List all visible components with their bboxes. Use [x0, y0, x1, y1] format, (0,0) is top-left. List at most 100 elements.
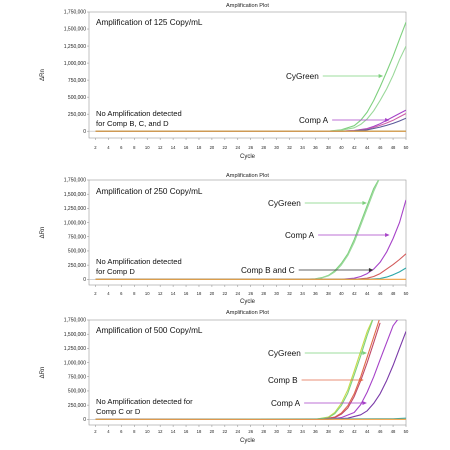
x-tick-label: 12	[158, 429, 163, 434]
y-tick-label: 1,500,000	[64, 192, 86, 198]
x-tick-label: 40	[339, 291, 344, 296]
y-tick-label: 750,000	[68, 374, 86, 380]
plot-area	[88, 11, 407, 139]
x-tick-label: 12	[158, 291, 163, 296]
y-tick-label: 250,000	[68, 403, 86, 409]
x-tick-label: 4	[107, 429, 110, 434]
y-tick-label: 500,000	[68, 95, 86, 101]
x-axis-label: Cycle	[240, 438, 256, 444]
x-tick-label: 14	[171, 291, 176, 296]
y-tick-label: 1,250,000	[64, 44, 86, 50]
x-tick-label: 28	[261, 145, 266, 150]
y-axis-label: ΔRn	[40, 367, 46, 379]
y-tick-label: 1,750,000	[64, 318, 86, 324]
no-amplification-note: Comp C or D	[96, 407, 141, 416]
x-tick-label: 22	[223, 291, 228, 296]
amplification-panel-1: Amplification Plot 0 250,000 500,000 750,000…	[40, 3, 409, 160]
x-tick-label: 48	[391, 429, 396, 434]
amplification-curve	[95, 45, 406, 132]
x-tick-label: 24	[235, 291, 240, 296]
no-amplification-note: No Amplification detected for	[96, 397, 193, 406]
y-tick-label: 1,250,000	[64, 206, 86, 212]
x-tick-label: 34	[300, 429, 305, 434]
curves	[95, 320, 406, 420]
y-tick-label: 1,250,000	[64, 346, 86, 352]
x-tick-label: 46	[378, 145, 383, 150]
x-tick-label: 46	[378, 429, 383, 434]
no-amplification-note: for Comp D	[96, 267, 135, 276]
series-label: Comp A	[285, 231, 315, 240]
x-tick-label: 2	[94, 291, 97, 296]
x-tick-label: 40	[339, 145, 344, 150]
y-tick-label: 1,000,000	[64, 61, 86, 67]
plot-title: Amplification Plot	[226, 310, 269, 316]
no-amplification-note: No Amplification detected	[96, 257, 182, 266]
y-tick-label: 1,500,000	[64, 332, 86, 338]
x-tick-label: 30	[274, 291, 279, 296]
plot-title: Amplification Plot	[226, 3, 269, 9]
x-tick-label: 26	[248, 429, 253, 434]
x-tick-label: 44	[365, 145, 370, 150]
x-tick-label: 46	[378, 291, 383, 296]
series-label: Comp B and C	[241, 266, 295, 275]
y-tick-label: 1,500,000	[64, 27, 86, 33]
x-tick-label: 48	[391, 145, 396, 150]
label-arrow-head	[362, 351, 367, 355]
x-tick-label: 4	[107, 145, 110, 150]
x-tick-label: 38	[326, 291, 331, 296]
x-tick-label: 16	[184, 291, 189, 296]
no-amplification-note: for Comp B, C, and D	[96, 119, 169, 128]
series-label: CyGreen	[268, 199, 301, 208]
y-tick-label: 1,000,000	[64, 360, 86, 366]
amplification-curve	[95, 320, 399, 420]
x-tick-label: 20	[210, 291, 215, 296]
x-tick-label: 34	[300, 145, 305, 150]
x-tick-label: 26	[248, 291, 253, 296]
x-tick-label: 36	[313, 291, 318, 296]
x-tick-label: 26	[248, 145, 253, 150]
plot-area	[88, 179, 407, 286]
amplification-panel-3: Amplification Plot 0 250,000 500,000 750,000…	[40, 310, 409, 444]
y-tick-label: 750,000	[68, 78, 86, 84]
x-tick-label: 38	[326, 429, 331, 434]
x-tick-label: 14	[171, 145, 176, 150]
y-tick-label: 250,000	[68, 112, 86, 118]
x-tick-label: 50	[404, 145, 409, 150]
x-tick-label: 18	[197, 145, 202, 150]
label-arrow-head	[378, 74, 384, 78]
x-tick-label: 38	[326, 145, 331, 150]
y-tick-label: 0	[83, 277, 86, 283]
x-tick-label: 24	[235, 429, 240, 434]
series-label: Comp B	[268, 376, 298, 385]
panel-annotation: Amplification of 125 Copy/mL	[96, 18, 203, 27]
series-label: CyGreen	[286, 72, 319, 81]
x-tick-label: 8	[133, 429, 136, 434]
amplification-curve	[95, 199, 406, 280]
x-tick-label: 8	[133, 145, 136, 150]
x-tick-label: 20	[210, 145, 215, 150]
amplification-panel-2: Amplification Plot 0 250,000 500,000 750,000…	[40, 173, 409, 305]
x-tick-label: 42	[352, 291, 357, 296]
x-tick-label: 32	[287, 145, 292, 150]
curves	[95, 22, 406, 132]
x-tick-label: 36	[313, 429, 318, 434]
y-tick-label: 1,750,000	[64, 10, 86, 16]
x-tick-label: 2	[94, 429, 97, 434]
y-axis-label: ΔRn	[40, 69, 46, 81]
series-label: Comp A	[299, 116, 329, 125]
series-label: Comp A	[271, 399, 301, 408]
x-tick-label: 36	[313, 145, 318, 150]
label-arrow-head	[368, 268, 374, 272]
x-tick-label: 4	[107, 291, 110, 296]
x-tick-label: 6	[120, 291, 123, 296]
y-tick-label: 750,000	[68, 234, 86, 240]
x-tick-label: 44	[365, 291, 370, 296]
y-tick-label: 0	[83, 417, 86, 423]
series-label: CyGreen	[268, 349, 301, 358]
x-tick-label: 2	[94, 145, 97, 150]
x-tick-label: 50	[404, 429, 409, 434]
x-tick-label: 28	[261, 429, 266, 434]
x-tick-label: 48	[391, 291, 396, 296]
x-tick-label: 10	[145, 291, 150, 296]
